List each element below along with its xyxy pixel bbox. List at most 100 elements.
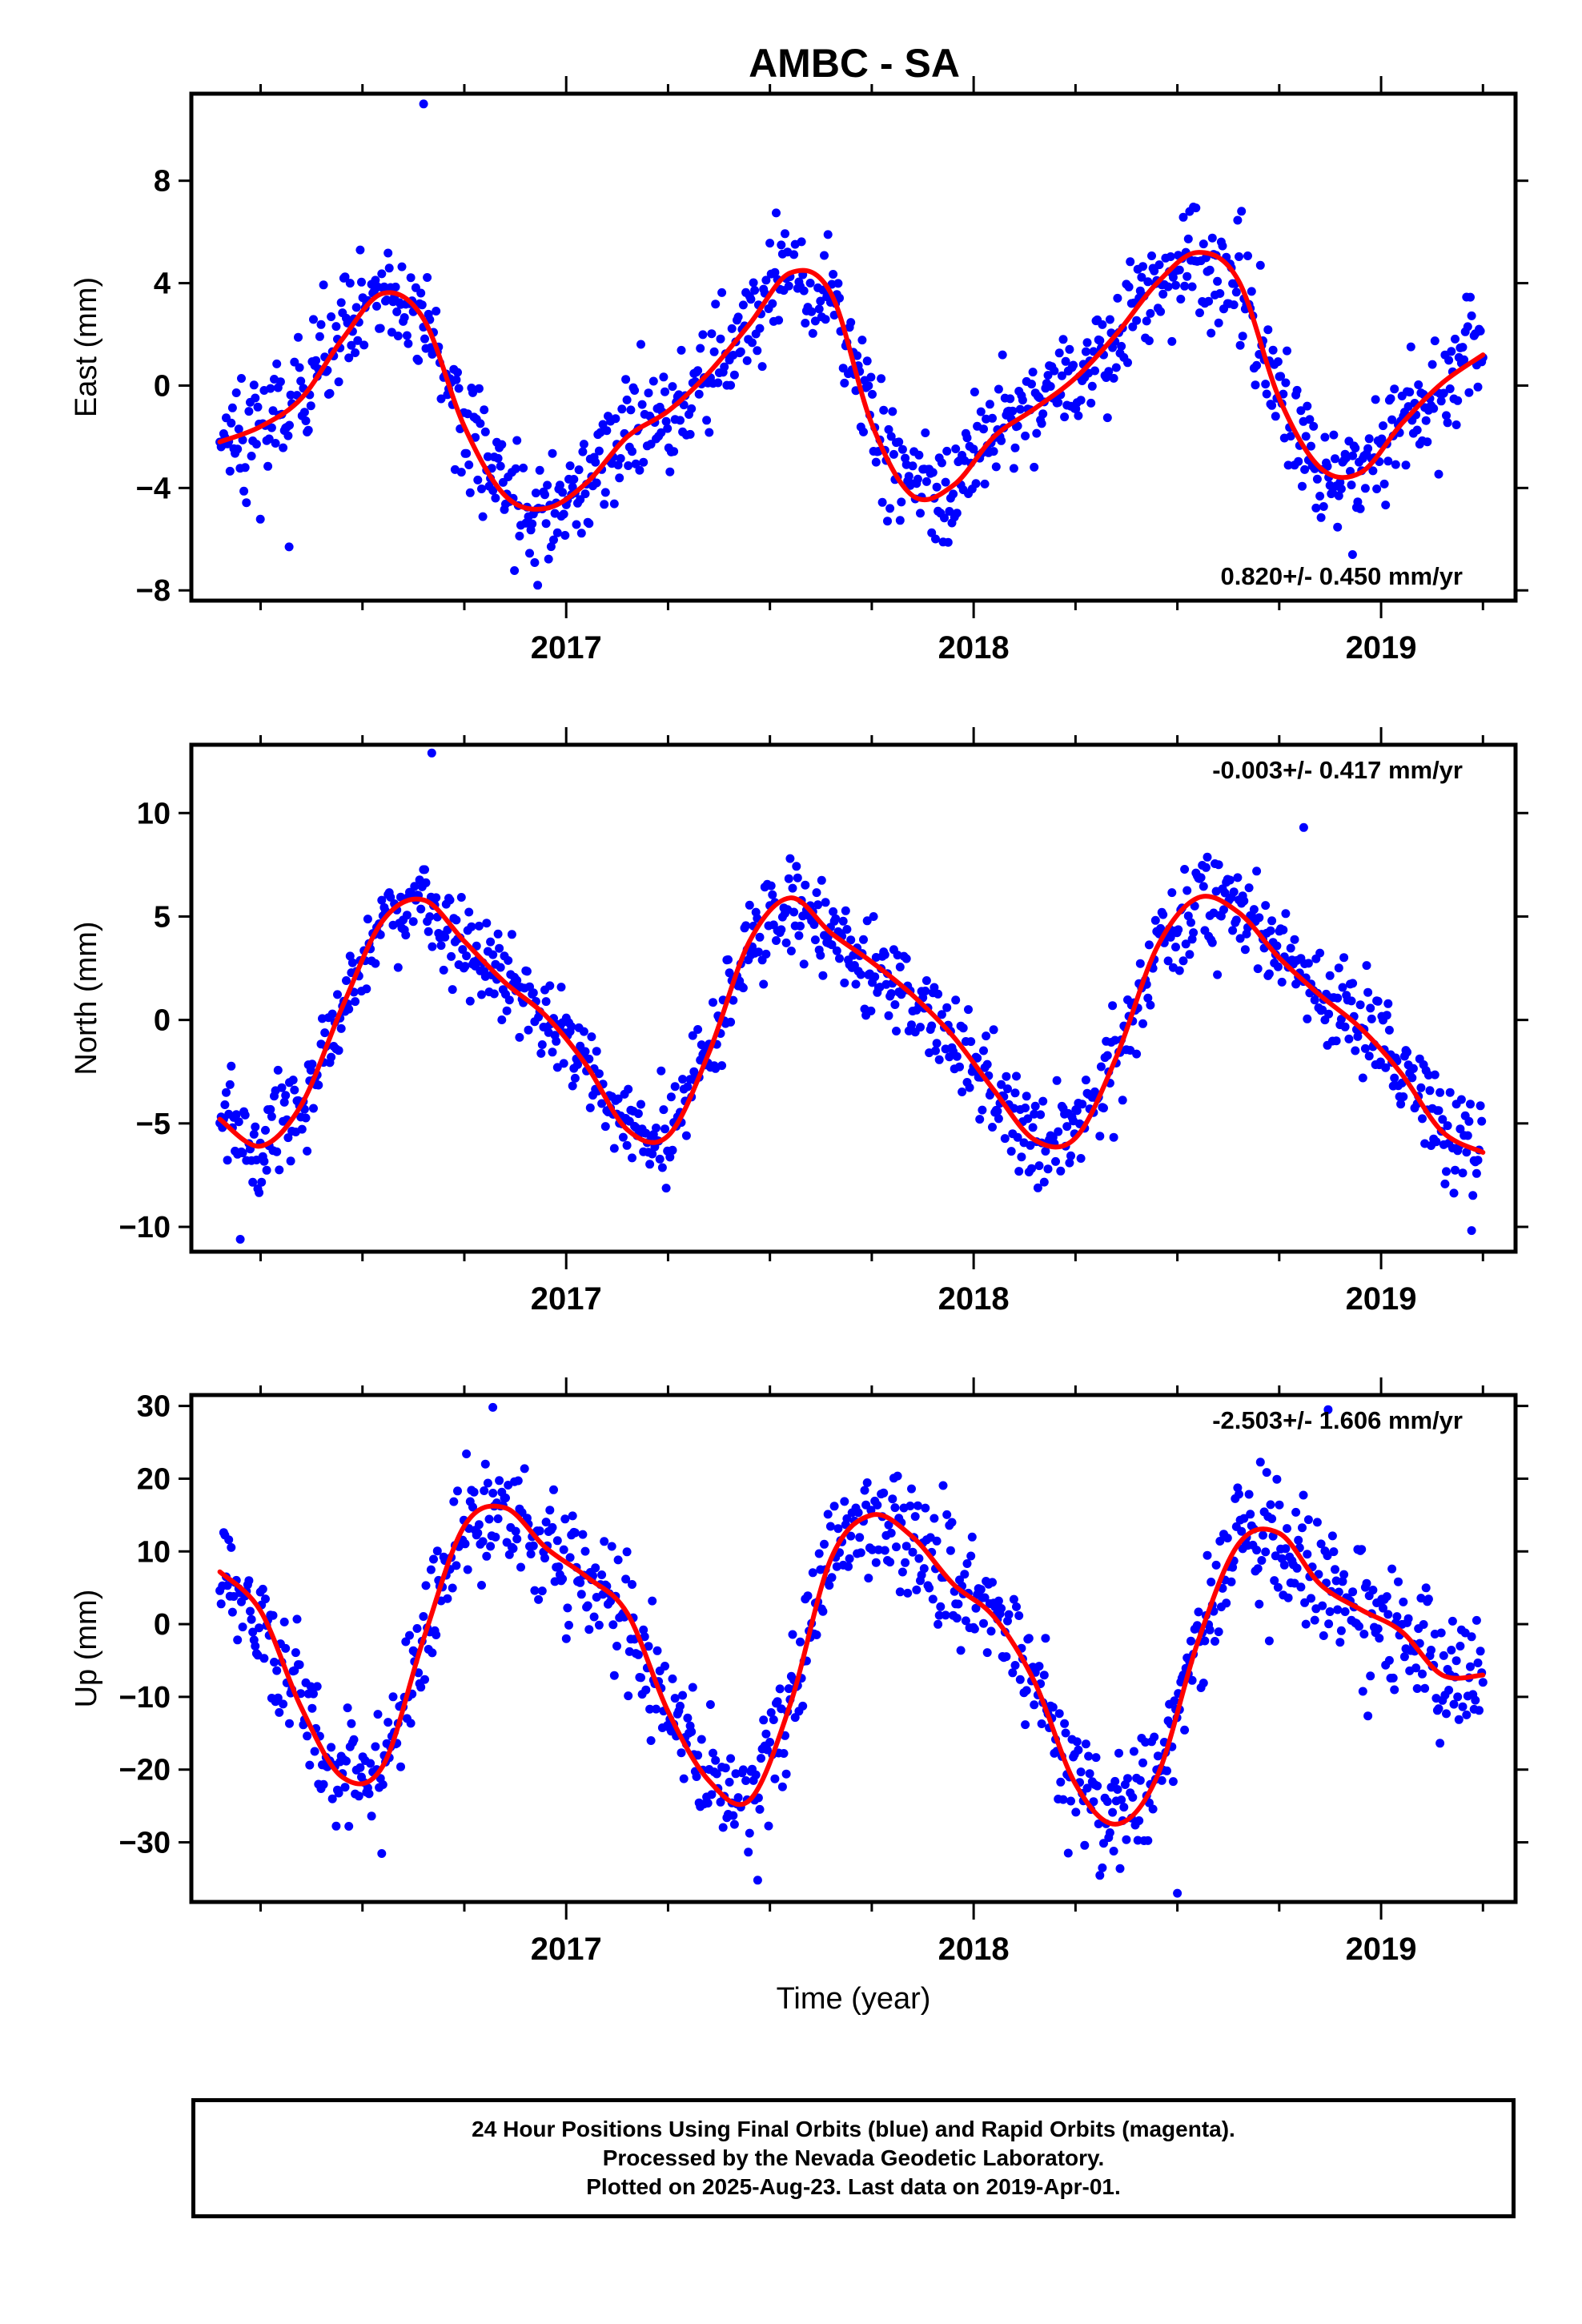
up-data-point	[670, 1694, 680, 1703]
up-data-point	[633, 1650, 643, 1659]
up-data-point	[1435, 1739, 1445, 1748]
up-data-point	[678, 1691, 688, 1700]
up-data-point	[1071, 1807, 1081, 1817]
east-data-point	[1015, 404, 1025, 414]
east-data-point	[635, 465, 644, 475]
east-data-point	[347, 340, 356, 350]
up-data-point	[692, 1772, 701, 1781]
up-data-point	[1074, 1745, 1083, 1755]
up-data-point	[609, 1671, 619, 1680]
east-data-point	[238, 435, 247, 444]
east-data-point	[685, 429, 695, 439]
north-data-point	[768, 890, 777, 899]
east-data-point	[468, 388, 477, 397]
up-data-point	[535, 1526, 544, 1536]
north-data-point	[1408, 1063, 1418, 1073]
north-data-point	[333, 990, 342, 999]
east-data-point	[777, 240, 786, 250]
up-data-point	[1080, 1840, 1090, 1850]
up-data-point	[561, 1634, 571, 1643]
east-data-point	[1391, 460, 1400, 469]
east-data-point	[761, 275, 771, 285]
up-data-point	[970, 1624, 979, 1634]
up-data-point	[1056, 1777, 1066, 1787]
north-rate-label: -0.003+/- 0.417 mm/yr	[1212, 756, 1463, 784]
north-y-axis-label: North (mm)	[70, 921, 103, 1075]
east-data-point	[1452, 420, 1461, 429]
north-data-point	[809, 920, 819, 929]
up-data-point	[259, 1654, 269, 1663]
north-data-point	[1364, 1051, 1374, 1061]
north-data-point	[425, 912, 435, 922]
north-data-point	[1476, 1101, 1485, 1111]
up-data-point	[1447, 1646, 1456, 1655]
up-data-point	[1237, 1526, 1247, 1536]
up-data-point	[340, 1783, 350, 1792]
east-data-point	[823, 230, 833, 239]
north-data-point	[1440, 1179, 1450, 1188]
north-data-point	[1233, 873, 1243, 883]
up-data-point	[612, 1642, 621, 1651]
up-data-point	[1319, 1631, 1328, 1640]
east-data-point	[436, 394, 446, 404]
east-data-point	[400, 313, 409, 322]
footer-line-1: 24 Hour Positions Using Final Orbits (bl…	[472, 2117, 1235, 2141]
east-data-point	[1348, 451, 1358, 460]
east-data-point	[1199, 239, 1208, 249]
east-data-point	[998, 350, 1007, 360]
north-data-point	[907, 1020, 916, 1030]
up-data-point	[775, 1684, 785, 1694]
east-data-point	[1421, 416, 1431, 425]
north-data-point	[982, 1059, 992, 1069]
north-data-point	[495, 943, 504, 953]
up-data-point	[1253, 1564, 1263, 1574]
east-data-point	[1458, 343, 1468, 352]
up-data-point	[488, 1489, 498, 1498]
north-data-point	[1445, 1088, 1455, 1097]
east-y-tick-label: 8	[154, 165, 171, 199]
up-data-point	[773, 1697, 782, 1707]
up-data-point	[1222, 1598, 1231, 1608]
up-data-point	[1423, 1594, 1433, 1604]
panel-north: −10 −5 0 5 10 2017 2018 2019 North (mm) -0.003+/-…	[70, 727, 1528, 1317]
north-data-point	[870, 972, 880, 982]
north-data-point	[794, 931, 804, 940]
east-data-point	[423, 273, 432, 282]
east-data-point	[416, 288, 426, 298]
east-data-point	[1276, 372, 1286, 381]
east-data-point	[1292, 385, 1302, 395]
up-y-tick-label: 30	[137, 1390, 171, 1424]
east-data-point	[493, 453, 503, 463]
up-data-point	[1379, 1603, 1387, 1613]
north-data-point	[1099, 1104, 1108, 1113]
up-data-point	[1300, 1598, 1310, 1607]
east-data-point	[921, 428, 930, 437]
north-data-point	[552, 1063, 562, 1072]
north-data-point	[851, 979, 861, 989]
east-data-point	[1214, 318, 1223, 328]
up-data-point	[770, 1774, 780, 1783]
east-data-point	[294, 332, 303, 342]
east-data-point	[668, 382, 677, 392]
up-data-point	[1180, 1725, 1190, 1735]
up-data-point	[233, 1635, 243, 1645]
north-data-point	[1381, 1063, 1391, 1072]
north-data-point	[249, 1129, 259, 1139]
up-data-point	[718, 1823, 728, 1832]
up-data-point	[453, 1486, 462, 1496]
east-data-point	[1137, 272, 1146, 282]
north-data-point	[681, 1131, 691, 1140]
up-data-point	[925, 1583, 934, 1593]
north-data-point	[351, 997, 360, 1007]
north-data-point	[279, 1097, 289, 1107]
north-data-point	[1382, 1011, 1391, 1020]
east-data-point	[325, 388, 335, 398]
east-data-point	[247, 452, 256, 460]
north-y-tick-label: 0	[154, 1004, 171, 1038]
north-data-point	[993, 1107, 1002, 1116]
north-data-point	[283, 1133, 293, 1143]
east-data-point	[877, 374, 886, 384]
east-data-point	[1124, 282, 1134, 292]
north-data-point	[1303, 1014, 1312, 1023]
up-data-point	[344, 1822, 354, 1831]
